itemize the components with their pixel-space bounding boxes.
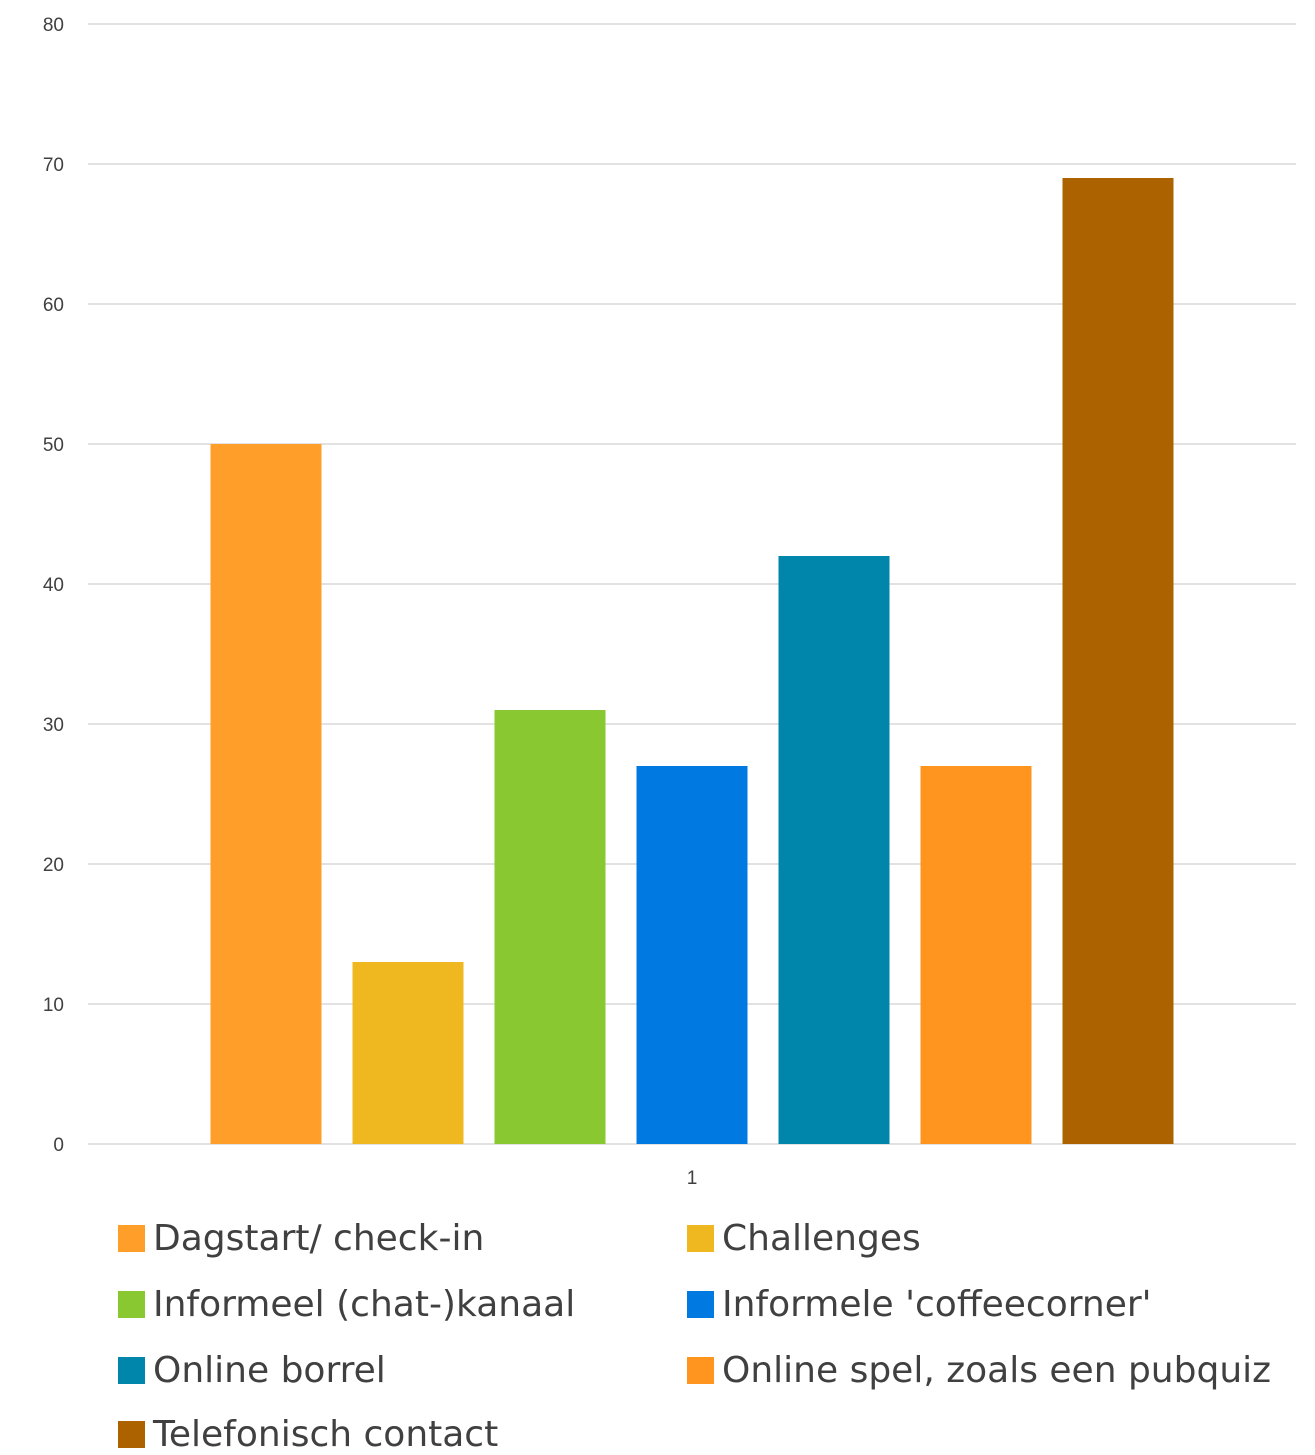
bar-3	[636, 766, 748, 1144]
legend-swatch	[118, 1225, 145, 1252]
y-tick-label: 0	[53, 1135, 64, 1156]
y-tick-label: 10	[43, 995, 64, 1016]
y-tick-label: 50	[43, 435, 64, 456]
bar-5	[920, 766, 1032, 1144]
bar-4	[778, 556, 890, 1144]
legend-swatch	[118, 1291, 145, 1318]
y-tick-label: 80	[43, 15, 64, 36]
x-tick-label: 1	[687, 1168, 698, 1189]
legend-item-coffeecorner: Informele 'coffeecorner'	[687, 1284, 1152, 1325]
bar-2	[494, 710, 606, 1144]
legend-item-informeel-kanaal: Informeel (chat-)kanaal	[118, 1284, 575, 1325]
y-tick-label: 30	[43, 715, 64, 736]
legend-swatch	[118, 1357, 145, 1384]
y-tick-label: 70	[43, 155, 64, 176]
bar-1	[352, 962, 464, 1144]
legend-item-challenges: Challenges	[687, 1218, 921, 1259]
legend-label: Informele 'coffeecorner'	[722, 1284, 1152, 1325]
legend-item-online-borrel: Online borrel	[118, 1350, 386, 1391]
y-axis-ticks: 0 10 20 30 40 50 60 70 80	[43, 15, 64, 1156]
legend-label: Online borrel	[153, 1350, 386, 1391]
legend-label: Challenges	[722, 1218, 921, 1259]
bar-0	[210, 444, 322, 1144]
legend-label: Informeel (chat-)kanaal	[153, 1284, 576, 1325]
legend-swatch	[687, 1225, 714, 1252]
legend-swatch	[687, 1291, 714, 1318]
bars	[210, 178, 1174, 1144]
legend-item-dagstart: Dagstart/ check-in	[118, 1218, 484, 1259]
y-tick-label: 40	[43, 575, 64, 596]
legend-item-telefonisch: Telefonisch contact	[118, 1414, 498, 1455]
bar-chart: 0 10 20 30 40 50 60 70 80 1	[43, 15, 1296, 1189]
legend-label: Telefonisch contact	[153, 1414, 499, 1455]
y-tick-label: 20	[43, 855, 64, 876]
legend-swatch	[687, 1357, 714, 1384]
legend-item-online-spel: Online spel, zoals een pubquiz	[687, 1350, 1271, 1391]
legend-swatch	[118, 1421, 145, 1448]
bar-6	[1062, 178, 1174, 1144]
y-tick-label: 60	[43, 295, 64, 316]
legend-label: Online spel, zoals een pubquiz	[722, 1350, 1272, 1391]
legend: Dagstart/ check-in Challenges Informeel …	[0, 1212, 1315, 1455]
legend-label: Dagstart/ check-in	[153, 1218, 485, 1259]
